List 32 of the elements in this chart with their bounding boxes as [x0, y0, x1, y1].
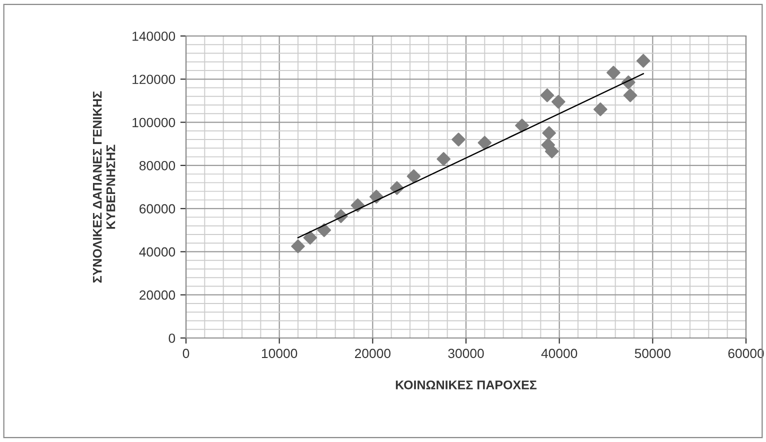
y-tick-label: 140000	[132, 32, 176, 41]
y-axis-title: ΣΥΝΟΛΙΚΕΣ ΔΑΠΑΝΕΣ ΓΕΝΙΚΗΣ ΚΥΒΕΡΝΗΣΗΣ	[92, 91, 116, 283]
point	[478, 136, 492, 150]
point	[436, 152, 451, 166]
point	[317, 223, 332, 238]
point	[515, 118, 529, 132]
x-tick-label: 50000	[634, 348, 670, 358]
x-tick-label: 10000	[262, 348, 298, 358]
point	[540, 88, 554, 102]
y-tick-label: 100000	[132, 118, 176, 128]
point	[593, 102, 608, 116]
y-tick-label: 20000	[140, 290, 176, 300]
x-axis-title: ΚΟΙΝΩΝΙΚΕΣ ΠΑΡΟΧΕΣ	[396, 380, 537, 390]
point	[623, 88, 638, 102]
x-tick-label: 30000	[448, 348, 484, 358]
y-tick-label: 60000	[140, 204, 176, 214]
point	[542, 126, 556, 140]
x-tick-label: 0	[182, 348, 190, 358]
x-tick-label: 40000	[541, 348, 578, 358]
point	[303, 230, 318, 245]
x-tick-label: 20000	[354, 348, 390, 358]
y-tick-label: 0	[168, 334, 176, 343]
y-tick-label: 120000	[132, 74, 176, 84]
point	[551, 94, 566, 109]
y-tick-label: 80000	[139, 160, 176, 170]
point	[636, 54, 650, 68]
point	[291, 239, 305, 254]
point	[406, 169, 421, 184]
point	[452, 132, 466, 146]
point	[544, 144, 559, 158]
point	[606, 66, 620, 80]
y-tick-label: 40000	[139, 247, 176, 257]
